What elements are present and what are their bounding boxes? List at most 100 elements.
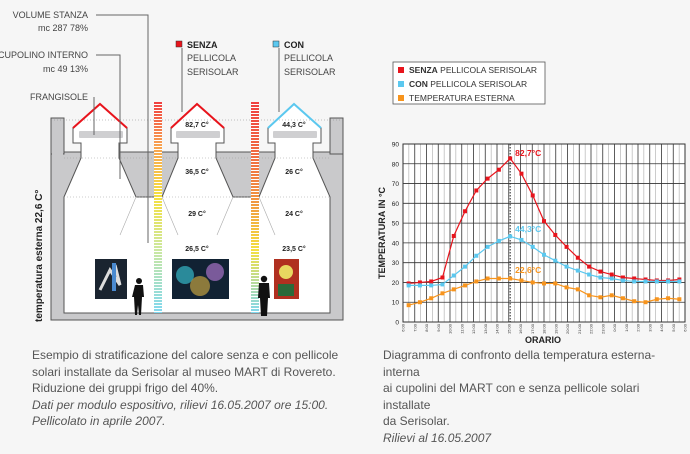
data-point — [485, 276, 490, 281]
leader-lines — [93, 14, 280, 243]
data-point — [496, 167, 501, 172]
senza-label-3: SERISOLAR — [187, 67, 239, 77]
data-point — [666, 296, 671, 301]
y-tick-label: 0 — [395, 320, 399, 327]
data-point — [587, 272, 592, 277]
data-point — [508, 234, 513, 239]
data-point — [542, 252, 546, 257]
temp-con-mid: 24 C° — [285, 210, 303, 218]
data-point — [485, 176, 490, 181]
svg-text:SENZA PELLICOLA SERISOLAR: SENZA PELLICOLA SERISOLAR — [409, 65, 537, 75]
caption-left-note: Dati per modulo espositivo, rilievi 16.0… — [32, 397, 329, 412]
data-point — [406, 303, 411, 308]
x-tick-label: 13:00 — [483, 323, 488, 334]
x-tick-label: 0:00 — [612, 323, 617, 332]
x-tick-label: 6:00 — [683, 323, 688, 332]
y-tick-label: 90 — [392, 142, 400, 149]
data-point — [632, 279, 637, 284]
data-point — [440, 291, 445, 296]
data-point — [474, 253, 479, 258]
x-tick-label: 3:00 — [647, 323, 652, 332]
data-point — [474, 279, 479, 284]
data-point — [598, 295, 603, 300]
visitors — [132, 275, 270, 316]
y-tick-label: 80 — [392, 161, 400, 168]
legend-senza-rest: PELLICOLA SERISOLAR — [438, 65, 537, 75]
x-tick-label: 19:00 — [553, 323, 558, 334]
roof-senza-2 — [170, 102, 225, 129]
caption-right: Diagramma di confronto della temperatura… — [383, 347, 690, 446]
data-point — [609, 276, 614, 281]
label-cupolino: CUPOLINO INTERNO — [0, 50, 88, 60]
data-point — [598, 275, 603, 280]
data-point — [609, 293, 614, 298]
x-tick-label: 23:00 — [600, 323, 605, 334]
data-point — [508, 156, 513, 161]
y-tick-label: 10 — [392, 300, 400, 307]
caption-right-note: Rilievi al 16.05.2007 — [383, 430, 492, 445]
data-point — [485, 244, 490, 249]
x-tick-label: 10:00 — [448, 323, 453, 334]
peak-label: 44,3°C — [515, 224, 541, 234]
data-point — [564, 244, 569, 249]
x-tick-label: 4:00 — [659, 323, 664, 332]
data-point — [587, 264, 592, 269]
data-point — [643, 300, 648, 305]
temp-senza-floor: 26,5 C° — [185, 245, 209, 253]
label-volume-value: mc 287 78% — [38, 23, 88, 33]
data-point — [451, 273, 456, 278]
y-tick-label: 40 — [392, 240, 400, 247]
data-point — [429, 279, 434, 284]
data-point — [564, 285, 569, 290]
x-tick-label: 7:00 — [412, 323, 417, 332]
y-tick-label: 20 — [392, 280, 400, 287]
roof-con — [267, 102, 322, 129]
data-point — [620, 296, 625, 301]
caption-right-line: ai cupolini del MART con e senza pellico… — [383, 381, 640, 412]
con-label-3: SERISOLAR — [284, 67, 336, 77]
data-point — [677, 279, 682, 284]
x-tick-label: 22:00 — [589, 323, 594, 334]
data-point — [417, 300, 422, 305]
data-point — [632, 276, 637, 281]
legend-con-bold: CON — [409, 79, 428, 89]
label-cupolino-value: mc 49 13% — [43, 64, 88, 74]
chart-legend: SENZA PELLICOLA SERISOLAR CON PELLICOLA … — [392, 61, 546, 105]
roof-senza-1 — [72, 102, 128, 129]
label-volume: VOLUME STANZA — [13, 10, 88, 20]
data-point — [666, 279, 671, 284]
caption-right-line: da Serisolar. — [383, 414, 450, 428]
caption-left-note: Pellicolato in aprile 2007. — [32, 414, 166, 428]
legend-con-rest: PELLICOLA SERISOLAR — [428, 79, 527, 89]
data-point — [496, 238, 501, 243]
y-axis-label: TEMPERATURA IN °C — [377, 186, 387, 279]
peak-label: 22,6°C — [515, 265, 541, 275]
plot-border — [402, 143, 686, 323]
temp-con-floor: 23,5 C° — [282, 245, 306, 253]
x-tick-label: 20:00 — [565, 323, 570, 334]
data-point — [519, 278, 524, 283]
x-tick-label: 6:00 — [401, 323, 406, 332]
data-point — [654, 297, 659, 302]
temp-con-cupola: 44,3 C° — [282, 121, 306, 129]
data-point — [575, 287, 580, 292]
data-point — [553, 258, 558, 263]
data-point — [508, 276, 513, 281]
data-point — [587, 293, 592, 298]
y-tick-label: 30 — [392, 260, 400, 267]
data-point — [429, 296, 434, 301]
data-point — [417, 283, 422, 288]
x-tick-label: 18:00 — [542, 323, 547, 334]
data-point — [463, 209, 468, 214]
artworks — [95, 259, 299, 299]
data-point — [417, 280, 422, 285]
data-point — [643, 279, 648, 284]
data-point — [542, 281, 546, 286]
x-axis-label: ORARIO — [525, 335, 561, 345]
temperature-chart: 0 10 20 30 40 50 60 70 80 90 6:00 7:00 8:00 9:00 10:00… — [392, 142, 688, 335]
senza-label: SENZA — [187, 40, 218, 50]
temp-senza-upper: 36,5 C° — [185, 168, 209, 176]
legend-senza-bold: SENZA — [409, 65, 438, 75]
data-point — [530, 193, 535, 198]
data-point — [519, 171, 524, 176]
